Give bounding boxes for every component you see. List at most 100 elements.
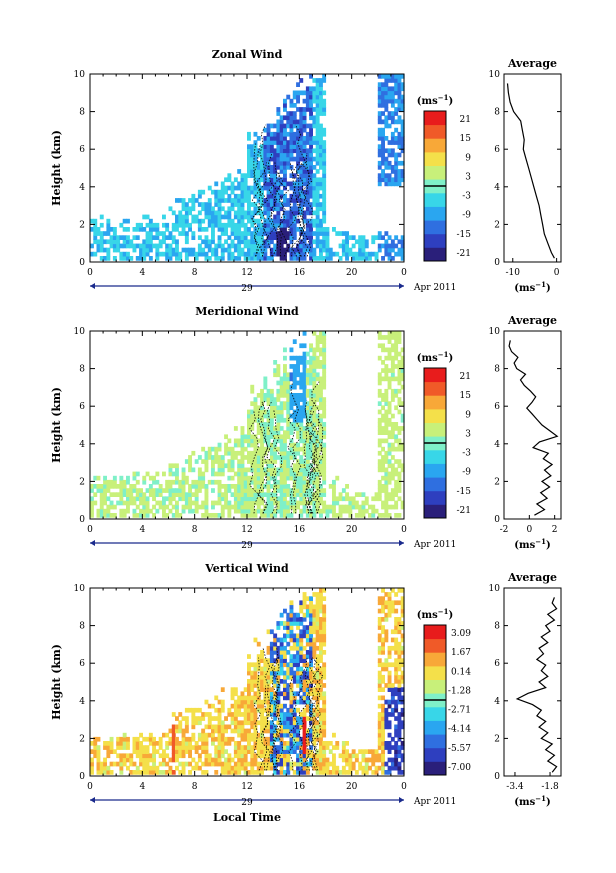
- colorbar-swatch: [424, 124, 446, 139]
- colorbar-tick-label: -4.14: [448, 725, 471, 735]
- average-frame: [503, 330, 562, 520]
- colorbar-swatch: [424, 665, 446, 680]
- average-x-unit: (ms−1): [514, 537, 550, 551]
- colorbar-swatch: [424, 192, 446, 207]
- x-tick-label: 4: [139, 782, 145, 792]
- contour-lines: [249, 381, 324, 514]
- colorbar-swatch: [424, 504, 446, 519]
- colorbar-swatch: [424, 477, 446, 492]
- colorbar-swatch: [424, 761, 446, 776]
- colorbar-swatch: [424, 449, 446, 464]
- y-axis-label: Height (km): [50, 130, 63, 206]
- average-profile-line: [506, 83, 555, 259]
- colorbar-tick-label: -7.00: [448, 763, 471, 773]
- date-bar-arrow-right: [399, 283, 404, 289]
- colorbar-tick-label: -5.57: [448, 744, 471, 754]
- date-bar-arrow-left: [90, 797, 95, 803]
- colorbar-swatch: [424, 625, 446, 640]
- y-tick-label: 4: [79, 697, 85, 707]
- colorbar-tick-label: 15: [460, 391, 472, 401]
- average-y-tick-label: 0: [494, 515, 500, 525]
- average-y-tick-label: 8: [494, 108, 500, 118]
- date-bar-arrow-left: [90, 540, 95, 546]
- average-frame: [503, 587, 562, 777]
- colorbar-swatch: [424, 233, 446, 248]
- colorbar-swatch: [424, 720, 446, 735]
- colorbar-swatch: [424, 706, 446, 721]
- average-y-tick-label: 10: [489, 70, 501, 80]
- x-tick-label: 8: [192, 525, 198, 535]
- average-title: Average: [507, 571, 557, 584]
- colorbar-tick-label: 9: [465, 410, 471, 420]
- heatmap-cells: [90, 588, 405, 775]
- colorbar-tick-label: 3: [465, 429, 471, 439]
- colorbar-tick-label: 15: [460, 134, 472, 144]
- y-tick-label: 0: [79, 772, 85, 782]
- colorbar-swatch: [424, 395, 446, 410]
- colorbar-tick-label: 9: [465, 153, 471, 163]
- colorbar-tick-label: -2.71: [448, 706, 471, 716]
- average-y-tick-label: 6: [494, 402, 500, 412]
- y-tick-label: 6: [79, 402, 85, 412]
- average-y-tick-label: 0: [494, 258, 500, 268]
- colorbar-swatch: [424, 220, 446, 235]
- average-frame: [503, 73, 562, 263]
- average-y-tick-label: 6: [494, 145, 500, 155]
- average-x-tick-label: 0: [554, 268, 560, 278]
- x-tick-label: 20: [346, 525, 358, 535]
- colorbar-swatch: [424, 679, 446, 694]
- colorbar-unit: (ms−1): [417, 350, 453, 364]
- colorbar-swatch: [424, 490, 446, 505]
- colorbar-tick-label: 3.09: [451, 629, 471, 639]
- average-y-tick-label: 10: [489, 327, 501, 337]
- x-tick-label: 8: [192, 782, 198, 792]
- date-suffix: Apr 2011: [413, 283, 456, 293]
- average-y-tick-label: 8: [494, 365, 500, 375]
- y-tick-label: 6: [79, 659, 85, 669]
- chart-title: Zonal Wind: [212, 48, 283, 61]
- y-tick-label: 8: [79, 365, 85, 375]
- date-label: 29: [241, 284, 253, 294]
- average-title: Average: [507, 57, 557, 70]
- chart-title: Vertical Wind: [204, 562, 289, 575]
- average-profile-line: [515, 597, 558, 773]
- colorbar-swatch: [424, 368, 446, 383]
- average-y-tick-label: 4: [494, 183, 500, 193]
- average-x-tick-label: 2: [552, 525, 558, 535]
- colorbar-swatch: [424, 652, 446, 667]
- x-tick-label: 16: [294, 782, 306, 792]
- x-tick-label: 0: [87, 268, 93, 278]
- average-x-tick-label: -3.4: [506, 782, 524, 792]
- y-tick-label: 0: [79, 515, 85, 525]
- x-tick-label: 16: [294, 525, 306, 535]
- average-y-tick-label: 4: [494, 697, 500, 707]
- x-tick-label: 20: [346, 268, 358, 278]
- y-tick-label: 4: [79, 183, 85, 193]
- date-label: 29: [241, 541, 253, 551]
- x-tick-label: 0: [401, 268, 407, 278]
- y-tick-label: 2: [79, 477, 85, 487]
- contour-lines: [251, 124, 313, 257]
- x-tick-label: 12: [241, 525, 252, 535]
- colorbar-tick-label: 21: [460, 115, 471, 125]
- colorbar-swatch: [424, 151, 446, 166]
- average-y-tick-label: 0: [494, 772, 500, 782]
- x-tick-label: 8: [192, 268, 198, 278]
- colorbar-unit: (ms−1): [417, 93, 453, 107]
- colorbar-unit: (ms−1): [417, 607, 453, 621]
- y-tick-label: 10: [74, 584, 86, 594]
- colorbar-tick-label: -3: [462, 449, 471, 459]
- y-tick-label: 2: [79, 220, 85, 230]
- colorbar-swatch: [424, 111, 446, 126]
- x-tick-label: 4: [139, 525, 145, 535]
- date-suffix: Apr 2011: [413, 540, 456, 550]
- y-axis-label: Height (km): [50, 644, 63, 720]
- colorbar-swatch: [424, 734, 446, 749]
- heatmap-cells: [90, 74, 405, 261]
- colorbar-tick-label: -9: [462, 468, 471, 478]
- average-x-unit: (ms−1): [514, 794, 550, 808]
- colorbar-tick-label: 1.67: [451, 648, 471, 658]
